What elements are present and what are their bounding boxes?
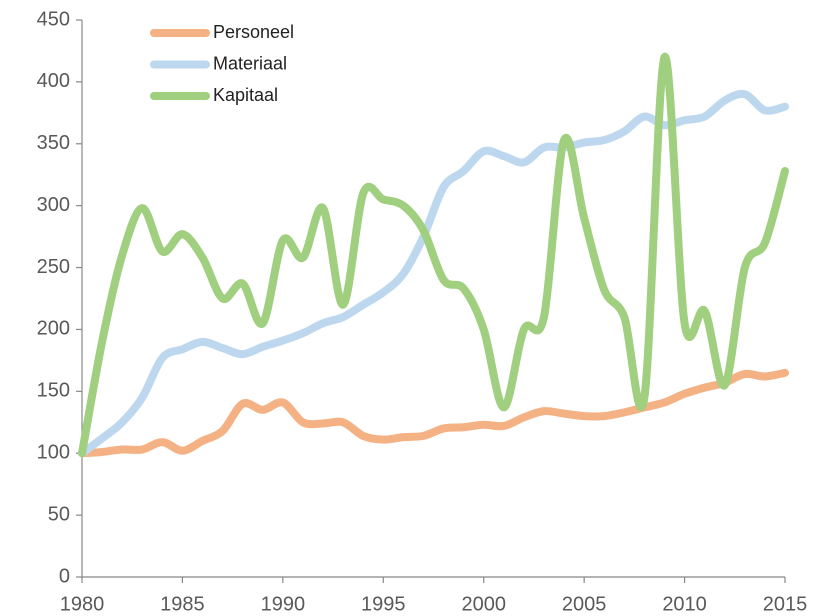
x-tick-label: 1985 — [160, 593, 205, 615]
line-series — [78, 368, 789, 458]
x-tick-label: 2005 — [562, 593, 607, 615]
x-tick-label: 2000 — [461, 593, 506, 615]
legend-label: Kapitaal — [213, 85, 278, 105]
line-series — [78, 53, 789, 458]
x-tick-label: 1995 — [361, 593, 406, 615]
y-tick-label: 400 — [37, 70, 70, 92]
legend-label: Personeel — [213, 22, 294, 42]
y-tick-label: 250 — [37, 256, 70, 278]
y-tick-label: 200 — [37, 318, 70, 340]
y-tick-label: 150 — [37, 380, 70, 402]
legend-label: Materiaal — [213, 53, 287, 73]
x-tick-label: 1990 — [261, 593, 306, 615]
x-tick-label: 2015 — [763, 593, 808, 615]
y-tick-label: 0 — [59, 565, 70, 587]
y-tick-label: 300 — [37, 194, 70, 216]
y-tick-label: 350 — [37, 132, 70, 154]
x-tick-label: 1980 — [60, 593, 105, 615]
y-tick-label: 50 — [48, 503, 70, 525]
y-tick-label: 100 — [37, 442, 70, 464]
y-tick-label: 450 — [37, 8, 70, 30]
x-tick-label: 2010 — [662, 593, 707, 615]
line-series — [78, 89, 789, 458]
